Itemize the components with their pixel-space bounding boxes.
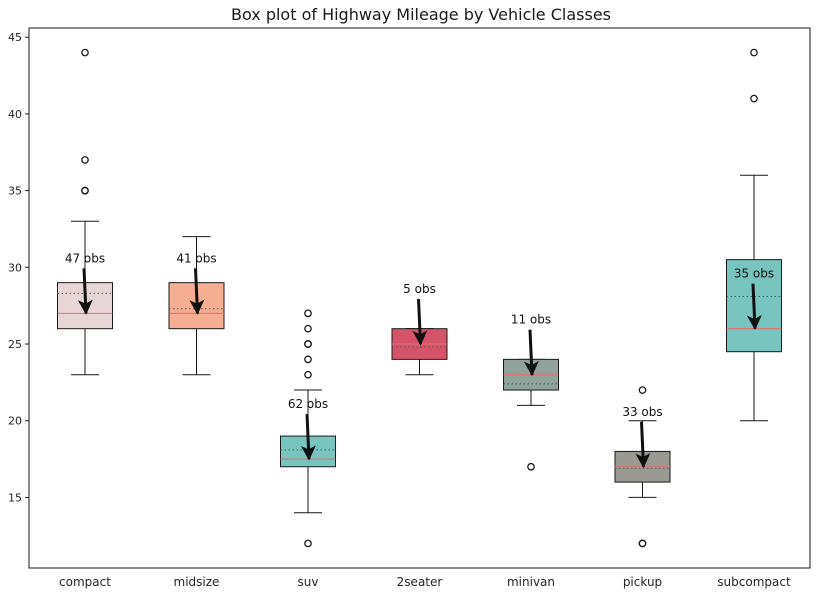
outlier-point [305, 341, 311, 347]
x-tick-label: pickup [623, 575, 662, 589]
annotation-arrow [419, 299, 421, 344]
outlier-point [305, 540, 311, 546]
annotation-arrow [307, 414, 309, 459]
outlier-point [305, 372, 311, 378]
obs-annotation: 47 obs [65, 251, 105, 265]
y-tick-label: 25 [8, 338, 22, 351]
y-tick-label: 20 [8, 415, 22, 428]
outlier-point [305, 325, 311, 331]
annotation-arrow [753, 284, 755, 329]
x-tick-label: minivan [507, 575, 555, 589]
annotation-arrow [530, 330, 532, 375]
obs-annotation: 11 obs [511, 313, 551, 327]
outlier-point [528, 464, 534, 470]
obs-annotation: 41 obs [176, 251, 216, 265]
plot-frame [29, 28, 810, 568]
outlier-point [82, 157, 88, 163]
annotation-arrow [642, 422, 644, 467]
y-tick-label: 35 [8, 185, 22, 198]
x-tick-label: subcompact [717, 575, 791, 589]
outlier-point [639, 387, 645, 393]
y-tick-label: 40 [8, 108, 22, 121]
outlier-point [751, 49, 757, 55]
obs-annotation: 33 obs [622, 405, 662, 419]
x-tick-label: midsize [174, 575, 220, 589]
outlier-point [82, 187, 88, 193]
y-tick-label: 30 [8, 261, 22, 274]
x-tick-label: 2seater [397, 575, 443, 589]
obs-annotation: 5 obs [403, 282, 436, 296]
outlier-point [305, 310, 311, 316]
x-tick-label: compact [59, 575, 111, 589]
annotation-arrow [196, 268, 198, 313]
outlier-point [639, 540, 645, 546]
y-tick-label: 15 [8, 491, 22, 504]
outlier-point [751, 95, 757, 101]
annotation-arrow [84, 268, 86, 313]
chart-title: Box plot of Highway Mileage by Vehicle C… [231, 5, 611, 24]
outlier-point [82, 49, 88, 55]
obs-annotation: 35 obs [734, 267, 774, 281]
outlier-point [305, 356, 311, 362]
x-tick-label: suv [298, 575, 319, 589]
y-tick-label: 45 [8, 31, 22, 44]
plot-area: 15 20 25 30 35 40 45 compact midsize suv 2seater mi… [8, 31, 791, 589]
obs-annotation: 62 obs [288, 397, 328, 411]
